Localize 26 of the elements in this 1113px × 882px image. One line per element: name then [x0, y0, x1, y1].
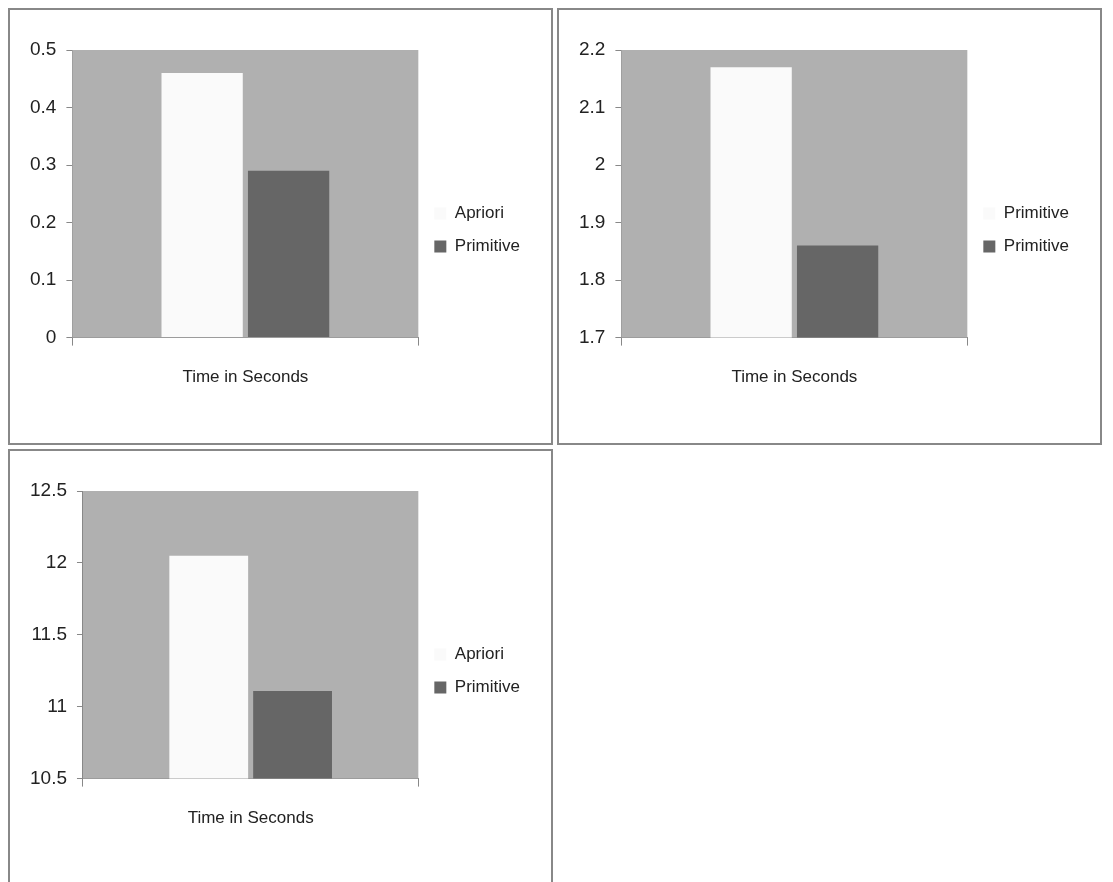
y-tick-label: 2: [594, 153, 606, 175]
y-tick-label: 12: [45, 551, 67, 573]
y-tick-label: 1.7: [578, 325, 606, 347]
legend-label: Primitive: [454, 677, 520, 697]
y-tick-label: 2.2: [578, 38, 606, 60]
y-tick-label: 2.1: [578, 95, 606, 117]
y-tick-label: 0.4: [29, 95, 57, 117]
text: Primitive: [1003, 203, 1069, 223]
x-tick-label: Time in Seconds: [187, 808, 314, 828]
text: Apriori: [454, 644, 504, 664]
y-tick-label: 0.2: [29, 210, 57, 232]
legend-label: Primitive: [454, 236, 520, 256]
legend-label: Primitive: [1003, 236, 1069, 256]
y-tick-label: 0: [45, 325, 57, 347]
y-tick-label: 1.9: [578, 210, 606, 232]
y-tick-label: 1.8: [578, 268, 606, 290]
y-tick-label: 0.5: [29, 38, 57, 60]
x-tick-label: Time in Seconds: [182, 367, 309, 387]
y-tick-label: 11: [47, 694, 67, 716]
y-tick-label: 10.5: [30, 766, 67, 788]
y-tick-label: 12.5: [30, 479, 67, 501]
text: Apriori: [454, 203, 504, 223]
x-tick-label: Time in Seconds: [731, 367, 858, 387]
y-tick-label: 0.1: [29, 268, 57, 290]
y-tick-label: 0.3: [29, 153, 57, 175]
y-tick-label: 11.5: [31, 623, 67, 645]
